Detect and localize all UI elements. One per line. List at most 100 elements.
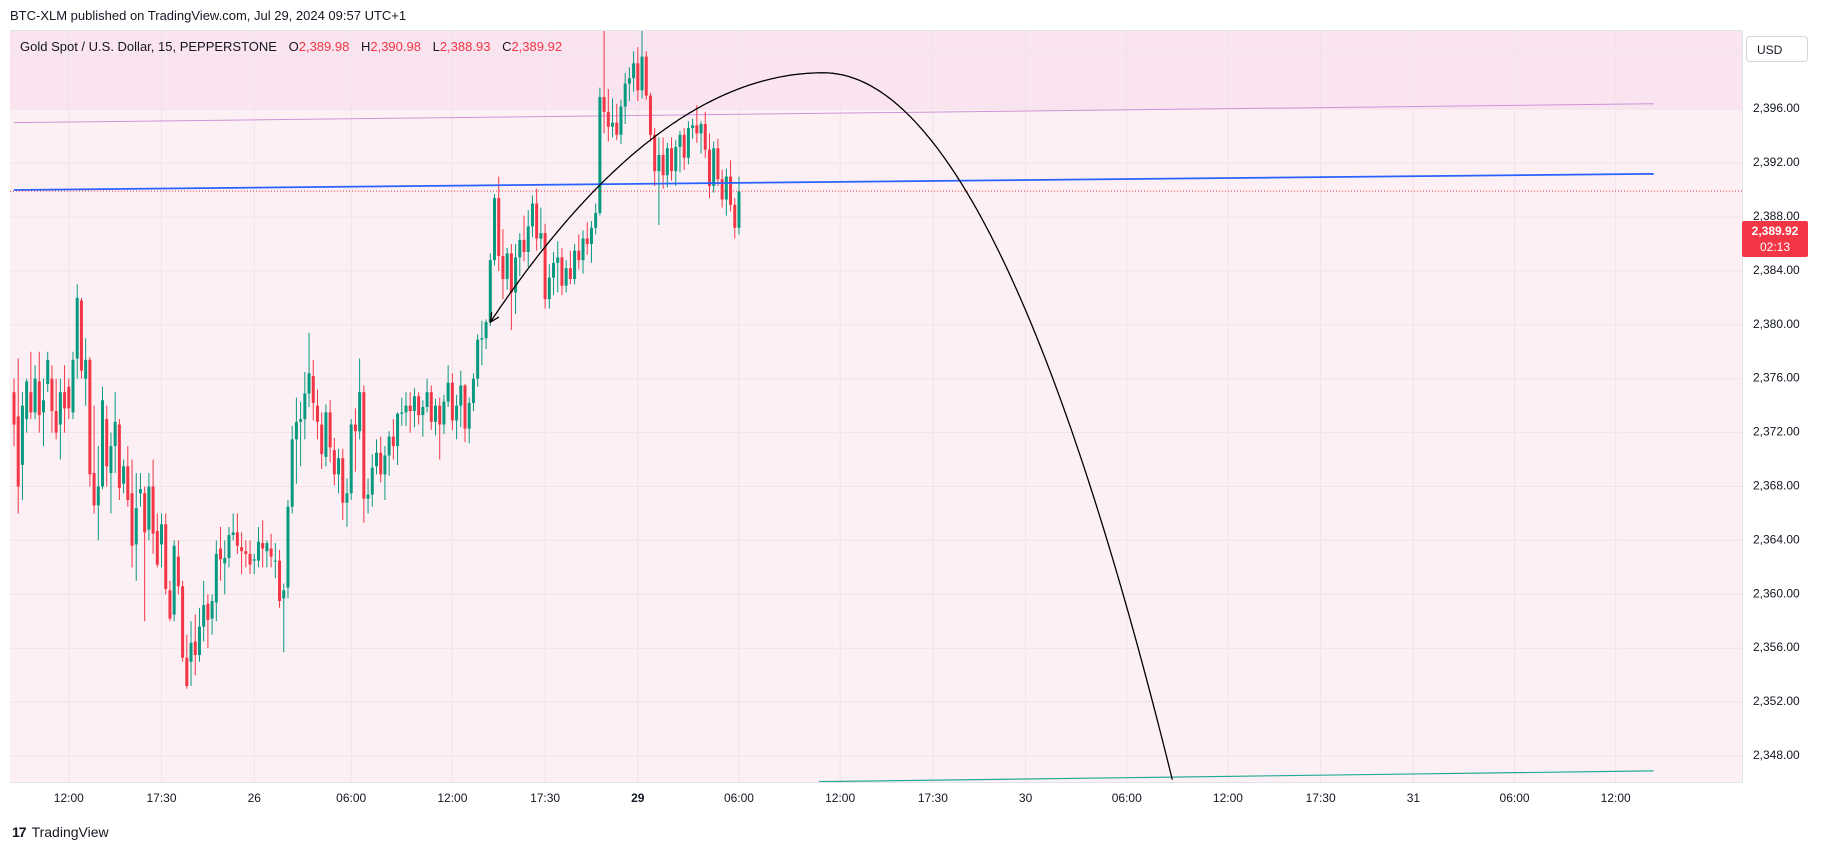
candle-body — [648, 95, 652, 135]
candle — [404, 392, 408, 426]
candle-body — [712, 148, 716, 186]
candle — [661, 137, 665, 189]
candle-body — [589, 227, 593, 244]
time-axis[interactable]: 12:00 17:30 26 06:00 12:00 17:30 29 06:00 12:00 1… — [10, 782, 1742, 813]
candle — [185, 634, 189, 689]
candle — [648, 92, 652, 142]
candle-body — [362, 392, 366, 499]
low-label: L — [432, 39, 440, 54]
price-axis[interactable]: 2,348.00 2,352.00 2,356.00 2,360.00 2,364.00… — [1742, 30, 1824, 782]
candle — [615, 103, 619, 141]
candle-body — [181, 586, 185, 658]
chart-area[interactable] — [10, 30, 1742, 783]
candle-body — [695, 125, 699, 134]
candle-body — [564, 268, 568, 286]
candle — [50, 365, 54, 433]
candle-body — [552, 262, 556, 278]
candle — [105, 405, 109, 487]
candle — [463, 384, 467, 443]
candle-body — [543, 233, 547, 300]
candle-body — [227, 535, 231, 558]
candle-body — [573, 250, 577, 279]
time-tick-label: 31 — [1407, 791, 1421, 805]
candle-body — [514, 257, 518, 293]
candle — [84, 338, 88, 406]
candle — [442, 394, 446, 434]
candle-body — [627, 78, 631, 84]
candle-body — [113, 421, 117, 447]
candle-body — [737, 191, 741, 228]
candle-body — [488, 260, 492, 323]
candle-body — [176, 556, 180, 587]
candle-body — [16, 416, 20, 487]
candle — [202, 580, 206, 642]
candle-body — [273, 560, 277, 562]
candle — [42, 378, 46, 447]
candle-body — [358, 392, 362, 432]
candle-body — [703, 123, 707, 150]
candle — [678, 130, 682, 173]
candle — [530, 195, 534, 238]
candle-body — [109, 446, 113, 474]
candle-body — [455, 405, 459, 421]
low-value: 2,388.93 — [439, 39, 491, 54]
tradingview-branding[interactable]: 17 TradingView — [12, 824, 109, 840]
candle-body — [404, 405, 408, 413]
candle — [720, 169, 724, 208]
candle — [278, 549, 282, 608]
candle — [303, 371, 307, 440]
candle-body — [391, 436, 395, 447]
candle-body — [467, 402, 471, 429]
candle — [349, 419, 353, 500]
candle-body — [12, 392, 16, 425]
candle-body — [374, 452, 378, 467]
candle — [535, 188, 539, 251]
candle — [240, 532, 244, 575]
candle-body — [328, 412, 332, 448]
candle-body — [138, 489, 142, 494]
candle-body — [311, 376, 315, 403]
candle — [248, 540, 252, 575]
candle-body — [476, 339, 480, 379]
candle-body — [691, 125, 695, 129]
candle — [391, 419, 395, 460]
candle — [235, 513, 239, 554]
candle — [476, 334, 480, 387]
candle-body — [324, 412, 328, 457]
time-tick-label: 17:30 — [147, 791, 177, 805]
candle — [219, 526, 223, 581]
candle-body — [463, 385, 467, 429]
candle — [88, 357, 92, 487]
candle-body — [442, 401, 446, 425]
candle — [438, 397, 442, 460]
candle-body — [84, 359, 88, 379]
candle — [716, 138, 720, 186]
candle — [556, 241, 560, 293]
candle-body — [699, 123, 703, 134]
candle — [421, 400, 425, 437]
time-tick-label: 06:00 — [1112, 791, 1142, 805]
candle — [539, 207, 543, 250]
candle-body — [602, 97, 606, 112]
candle-body — [686, 128, 690, 158]
candle-body — [160, 524, 164, 545]
price-tick-label: 2,384.00 — [1753, 263, 1800, 277]
candle-body — [219, 548, 223, 560]
candle — [210, 594, 214, 635]
candle-body — [256, 541, 260, 561]
price-tick-label: 2,396.00 — [1753, 101, 1800, 115]
candle — [92, 405, 96, 514]
candle-body — [619, 106, 623, 135]
currency-button[interactable]: USD — [1746, 36, 1808, 62]
candle-body — [134, 508, 138, 545]
candle — [261, 520, 265, 568]
candle-body — [88, 359, 92, 475]
time-tick-label: 26 — [248, 791, 262, 805]
candlestick-chart[interactable] — [10, 31, 1742, 783]
candle-body — [438, 405, 442, 425]
candle-body — [560, 257, 564, 286]
candle — [324, 404, 328, 467]
candle — [332, 437, 336, 486]
candle — [71, 351, 75, 420]
candle-body — [337, 458, 341, 475]
